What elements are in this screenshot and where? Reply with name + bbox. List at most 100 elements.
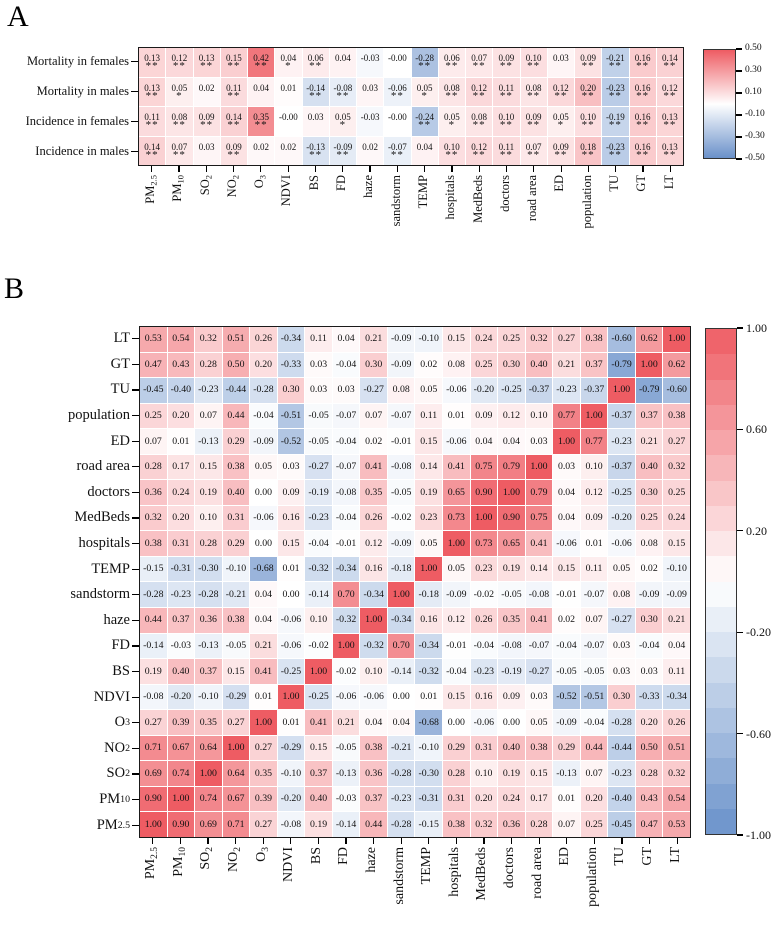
cell-value: 0.62 (640, 333, 658, 345)
cell-value: 0.75 (530, 512, 548, 524)
heatmap-cell: -0.25 (608, 480, 635, 505)
cell-value: 0.41 (530, 537, 548, 549)
heatmap-cell: -0.03 (167, 633, 195, 659)
cell-value: 0.28 (640, 767, 658, 779)
heatmap-cell: 0.03 (608, 659, 635, 684)
cell-value: 0.43 (172, 358, 190, 370)
cell-value: -0.08 (143, 691, 164, 703)
heatmap-cell: 0.20 (470, 786, 498, 812)
axis-tick (151, 166, 153, 172)
heatmap-cell: 0.14 (415, 454, 443, 480)
cell-value: -0.04 (308, 537, 329, 549)
heatmap-cell: -0.13 (195, 429, 222, 454)
heatmap-cell: -0.07 (580, 633, 608, 659)
cell-value: 0.05 (444, 112, 460, 123)
heatmap-cell: 0.01 (415, 684, 443, 710)
cell-value: 0.04 (392, 716, 410, 728)
heatmap-cell: -0.04 (332, 352, 360, 378)
cell-value: -0.07 (583, 639, 605, 651)
heatmap-cell: 0.40 (167, 659, 195, 684)
cell-value: -0.09 (391, 333, 412, 345)
heatmap-cell: 0.04 (250, 582, 277, 608)
cell-value: 0.90 (144, 793, 162, 805)
cell-value: -0.19 (606, 112, 625, 123)
heatmap-cell: -0.07 (525, 633, 553, 659)
cell-value: 0.21 (365, 333, 383, 345)
cell-value: 1.00 (227, 742, 245, 754)
heatmap-cell: 0.09 ** (220, 136, 247, 165)
col-label: O3 (253, 847, 271, 862)
cell-value: -0.04 (446, 665, 467, 677)
heatmap-cell: 0.01 (167, 429, 195, 454)
heatmap-cell: 0.74 (167, 761, 195, 786)
heatmap-cell: 0.04 (250, 608, 277, 633)
cell-value: 0.04 (557, 512, 576, 524)
col-label: NO2 (224, 175, 241, 198)
cell-value: -0.04 (556, 639, 577, 651)
cell-value: 0.05 (613, 563, 631, 575)
heatmap-cell: -0.23 (167, 582, 195, 608)
heatmap-cell: -0.04 (332, 429, 360, 454)
cell-value: 0.02 (362, 141, 378, 152)
cell-value: 0.53 (144, 333, 162, 345)
axis-tick (131, 120, 138, 122)
cell-value: 0.79 (530, 486, 548, 498)
heatmap-cell: 0.73 (470, 531, 498, 556)
cell-value: 0.31 (227, 512, 245, 524)
heatmap-cell: 0.17 (167, 454, 195, 480)
significance-stars: ** (172, 60, 186, 73)
significance-stars: ** (254, 119, 268, 132)
heatmap-cell: 0.02 (635, 556, 663, 582)
heatmap-cell: -0.04 (553, 633, 580, 659)
heatmap-cell: 0.15 (663, 531, 690, 556)
heatmap-cell: -0.79 (635, 378, 663, 403)
heatmap-cell: 0.04 (360, 710, 387, 735)
cell-value: 0.12 (365, 537, 383, 549)
cell-value: 0.27 (227, 716, 245, 728)
cell-value: 0.20 (475, 793, 493, 805)
heatmap-cell: -0.23 (195, 378, 222, 403)
cell-value: 0.00 (447, 716, 465, 728)
heatmap-cell: 0.13 ** (656, 107, 683, 136)
heatmap-cell: -0.03 (357, 107, 384, 136)
heatmap-cell: 0.47 (140, 352, 167, 378)
cell-value: 0.06 (444, 53, 460, 64)
cell-value: -0.68 (253, 563, 274, 575)
row-label: NDVI (93, 688, 130, 705)
heatmap-cell: -0.45 (608, 812, 635, 837)
axis-tick (451, 166, 453, 172)
cell-value: -0.27 (611, 614, 632, 626)
significance-stars: ** (608, 148, 622, 161)
heatmap-cell: 1.00 (140, 812, 167, 837)
cell-value: -0.25 (308, 691, 329, 703)
significance-stars: * (557, 119, 565, 132)
heatmap-cell: 0.32 (663, 454, 690, 480)
cell-value: 0.01 (585, 537, 603, 549)
cell-value: 0.24 (475, 333, 493, 345)
colorbar-step (706, 480, 736, 506)
heatmap-cell: -0.33 (277, 352, 305, 378)
axis-tick (642, 166, 644, 172)
cell-value: 0.04 (502, 435, 520, 447)
heatmap-cell: -0.08 (332, 480, 360, 505)
heatmap-cell: 0.15 (195, 454, 222, 480)
cell-value: 0.05 (171, 82, 188, 93)
significance-stars: ** (309, 89, 323, 102)
cell-value: 0.29 (227, 537, 245, 549)
col-label: PM2.5 (143, 847, 160, 880)
significance-stars: ** (636, 148, 650, 161)
heatmap-cell: 0.38 (222, 454, 250, 480)
heatmap-cell: 0.29 (553, 735, 580, 761)
heatmap-cell: 0.79 (498, 454, 525, 480)
heatmap-cell: -0.02 (305, 633, 332, 659)
heatmap-cell: 0.37 (305, 761, 332, 786)
col-label: population (584, 847, 600, 907)
cell-value: -0.29 (225, 691, 247, 703)
axis-tick (132, 747, 139, 749)
heatmap-cell: 0.41 (305, 710, 332, 735)
heatmap-cell: -0.13 (332, 761, 360, 786)
cell-value: -0.32 (335, 614, 357, 626)
heatmap-cell: 0.40 (525, 352, 553, 378)
heatmap-cell: 0.62 (635, 327, 663, 352)
cell-value: 0.70 (392, 639, 410, 651)
